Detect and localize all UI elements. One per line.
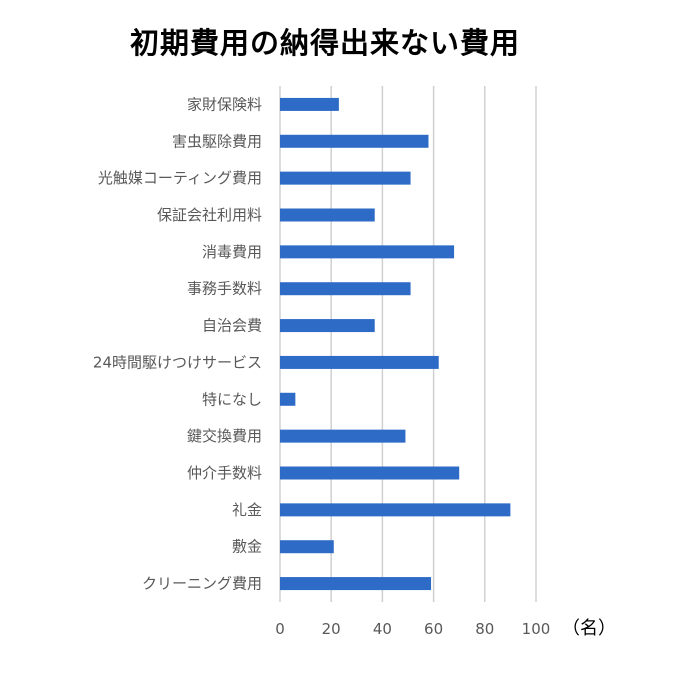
x-tick-label: 40 xyxy=(373,620,392,638)
x-tick-label: 100 xyxy=(522,620,551,638)
category-label: 礼金 xyxy=(232,501,262,519)
bar xyxy=(280,466,460,480)
bar xyxy=(280,503,511,517)
bar xyxy=(280,171,411,185)
bar xyxy=(280,319,375,333)
category-label: クリーニング費用 xyxy=(142,575,262,593)
bar xyxy=(280,282,411,296)
x-axis-unit-label: （名） xyxy=(562,618,616,639)
category-label: 敷金 xyxy=(232,538,262,556)
category-label: 鍵交換費用 xyxy=(187,427,262,445)
category-label: 消毒費用 xyxy=(202,243,262,261)
chart-title: 初期費用の納得出来ない費用 xyxy=(129,26,520,60)
x-tick-label: 20 xyxy=(322,620,341,638)
x-tick-label: 60 xyxy=(424,620,443,638)
bar xyxy=(280,392,296,406)
bar xyxy=(280,208,375,222)
bar xyxy=(280,429,406,443)
category-label: 自治会費 xyxy=(202,317,262,335)
bar xyxy=(280,540,334,554)
category-label: 特になし xyxy=(202,390,262,408)
x-tick-label: 80 xyxy=(475,620,494,638)
category-label: 事務手数料 xyxy=(187,280,262,298)
bar xyxy=(280,134,429,148)
x-tick-label: 0 xyxy=(275,620,285,638)
category-label: 害虫駆除費用 xyxy=(172,132,262,150)
category-label: 24時間駆けつけサービス xyxy=(93,353,262,371)
bar xyxy=(280,577,432,591)
category-label: 保証会社利用料 xyxy=(157,206,262,224)
bar xyxy=(280,245,455,259)
bar xyxy=(280,355,439,369)
category-label: 仲介手数料 xyxy=(187,464,262,482)
bar xyxy=(280,97,339,111)
category-label: 光触媒コーティング費用 xyxy=(98,169,262,187)
category-label: 家財保険料 xyxy=(187,95,262,113)
